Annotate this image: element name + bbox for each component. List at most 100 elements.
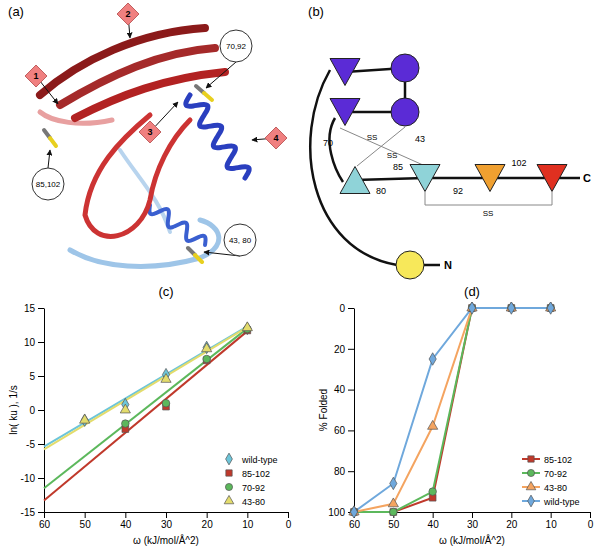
plot-area [44,322,252,501]
disulfide [204,93,212,100]
legend-symbol [527,469,534,476]
legend-symbol [226,453,233,465]
chart: 6050403020100-15-10-5051015(c)ω (kJ/mol/… [8,284,292,546]
tick-label: 5 [29,371,35,382]
tick-mark [348,390,354,391]
series-line [354,308,551,512]
y-tick: 60 [334,425,354,436]
tick-mark [348,471,354,472]
fit-line [44,328,247,488]
data-point [390,508,398,516]
element-label: 2 [125,9,130,19]
tick-mark [348,308,354,309]
panel-label: (a) [8,4,24,19]
ribbon [75,72,225,118]
element-marker [139,121,161,143]
tick-mark [348,349,354,350]
legend-label: 43-80 [242,497,265,507]
series-line [354,308,551,512]
tick-mark [511,512,512,518]
tick-mark [85,512,86,518]
data-point [429,353,436,365]
disulfide [50,138,56,146]
data-point [80,414,90,423]
legend-symbol [226,470,232,476]
legend-label: wild-type [241,455,278,465]
figure: (a)70,9285,10243, 801234(b)4370808592102… [0,0,600,552]
fit-line [44,331,247,500]
legend-symbol [528,456,534,462]
legend: 85-10270-9243-80wild-type [522,455,580,507]
ribbon [85,115,190,236]
bond-label: 85,102 [36,180,61,189]
tick-mark [38,478,44,479]
x-tick: 0 [286,512,292,530]
y-tick: 20 [334,344,354,355]
legend-label: wild-type [543,497,580,507]
bond-callout [32,168,64,200]
x-tick: 20 [506,512,518,530]
data-point [202,343,212,352]
tick-label: 50 [80,519,92,530]
x-tick: 0 [588,512,594,530]
tick-label: 15 [24,303,36,314]
tick-mark [38,308,44,309]
tick-label: 10 [546,519,558,530]
chain-link [355,178,425,180]
tick-label: 0 [588,519,594,530]
panel-label: (c) [158,284,173,299]
y-tick: 0 [29,405,44,416]
y-tick: -5 [26,439,44,450]
bond-label: 43, 80 [229,236,252,245]
data-point [390,509,397,516]
chart: 6050403020100020406080100(d)ω (kJ/mol/Å^… [318,284,594,546]
data-point [122,420,130,428]
strand [340,167,370,194]
data-point [468,302,475,314]
x-axis: 6050403020100 [39,512,292,530]
y-axis-title: ln( ku ), 1/s [8,385,19,434]
x-tick: 30 [161,512,173,530]
disulfide-link [425,192,552,205]
tick-label: 20 [334,344,346,355]
element-marker [265,127,287,149]
legend-label: 70-92 [544,469,567,479]
y-axis: 020406080100 [328,303,354,518]
tick-label: 50 [388,519,400,530]
strand [410,165,440,192]
residue-label: 102 [511,158,526,168]
y-tick: 40 [334,384,354,395]
x-tick: 60 [39,512,51,530]
tick-mark [288,512,289,518]
tick-label: 40 [428,519,440,530]
tick-label: 100 [328,507,345,518]
tick-mark [247,512,248,518]
bond-label: SS [483,209,494,218]
x-tick: 40 [120,512,132,530]
tick-label: 30 [467,519,479,530]
tick-label: 60 [334,425,346,436]
residue-label: 70 [323,138,333,148]
tick-label: 40 [334,384,346,395]
x-tick: 50 [80,512,92,530]
residue-label: 85 [393,162,403,172]
tick-mark [472,512,473,518]
disulfide-link [340,128,423,165]
x-tick: 10 [242,512,254,530]
pointer-arrow [48,150,50,168]
data-point [390,477,397,489]
helix [391,98,419,126]
data-point [388,498,398,507]
pointer-arrow [206,62,236,88]
panel-label: (b) [308,4,324,19]
tick-label: 60 [39,519,51,530]
element-label: 4 [273,133,278,143]
data-point [203,355,211,363]
tick-mark [38,410,44,411]
element-marker [25,65,47,87]
data-point [242,322,252,331]
y-axis-title: % Folded [318,389,329,431]
chain-link [423,264,440,267]
tick-mark [38,342,44,343]
legend-label: 85-102 [544,455,572,465]
